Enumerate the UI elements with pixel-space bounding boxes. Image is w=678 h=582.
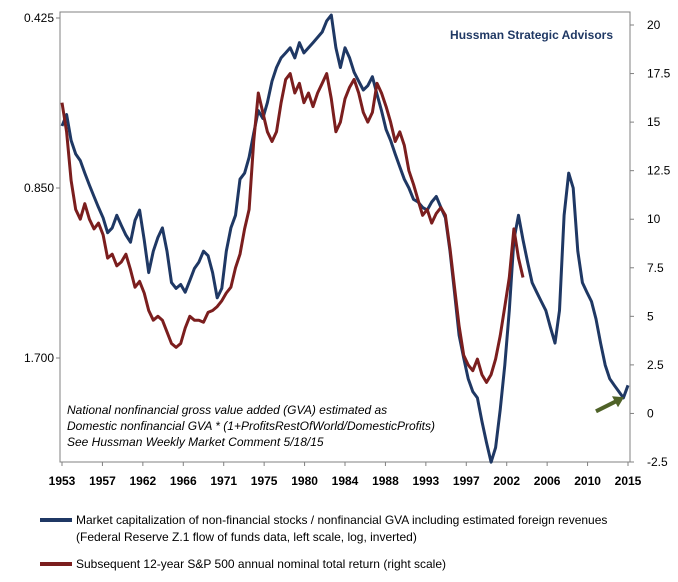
arrow-head	[612, 396, 624, 408]
right-tick-label: 17.5	[647, 67, 671, 81]
arrow-shaft	[595, 398, 619, 414]
right-tick-label: 5	[647, 309, 654, 323]
x-tick-label: 1971	[210, 474, 237, 488]
legend-label-valuation-line2: (Federal Reserve Z.1 flow of funds data,…	[76, 530, 417, 544]
right-tick-label: 10	[647, 212, 661, 226]
source-label: Hussman Strategic Advisors	[450, 28, 613, 42]
left-tick-label: 0.850	[24, 181, 54, 195]
series-layer	[60, 13, 630, 464]
right-tick-label: 20	[647, 18, 661, 32]
plot-area-frame	[59, 11, 631, 463]
x-tick-label: 1993	[413, 474, 440, 488]
right-tick-label: 15	[647, 115, 661, 129]
x-tick-label: 1984	[332, 474, 359, 488]
x-tick-label: 2015	[615, 474, 642, 488]
right-tick-label: 2.5	[647, 358, 664, 372]
x-tick-label: 1980	[291, 474, 318, 488]
x-tick-label: 1975	[251, 474, 278, 488]
return-series-line	[60, 72, 525, 384]
x-tick-label: 1997	[453, 474, 480, 488]
x-tick-label: 2006	[534, 474, 561, 488]
x-tick-label: 2002	[493, 474, 520, 488]
x-tick-label: 1957	[89, 474, 116, 488]
right-axis-ticks: 20 17.5 15 12.5 10 7.5 5 2.5 0 -2.5	[630, 18, 671, 469]
x-tick-label: 1953	[49, 474, 76, 488]
x-tick-label: 1988	[372, 474, 399, 488]
x-axis-ticks: 1953 1957 1962 1966 1971 1975 1980 1984 1988 1993…	[49, 462, 642, 488]
left-tick-label: 0.425	[24, 11, 54, 25]
right-tick-label: 0	[647, 406, 654, 420]
annotation-arrow	[595, 396, 624, 414]
legend-label-valuation: Market capitalization of non-financial s…	[76, 513, 607, 527]
right-tick-label: -2.5	[647, 455, 668, 469]
left-tick-label: 1.700	[24, 351, 54, 365]
note-line-2: Domestic nonfinancial GVA * (1+ProfitsRe…	[67, 419, 435, 433]
legend-label-return: Subsequent 12-year S&P 500 annual nomina…	[76, 557, 446, 571]
note-line-1: National nonfinancial gross value added …	[67, 403, 387, 417]
note-line-3: See Hussman Weekly Market Comment 5/18/1…	[67, 435, 324, 449]
right-tick-label: 7.5	[647, 261, 664, 275]
x-tick-label: 1966	[170, 474, 197, 488]
x-tick-label: 1962	[130, 474, 157, 488]
valuation-series-line	[60, 13, 630, 464]
x-tick-label: 2010	[574, 474, 601, 488]
left-axis-ticks: 0.425 0.850 1.700	[24, 11, 60, 365]
right-tick-label: 12.5	[647, 164, 671, 178]
